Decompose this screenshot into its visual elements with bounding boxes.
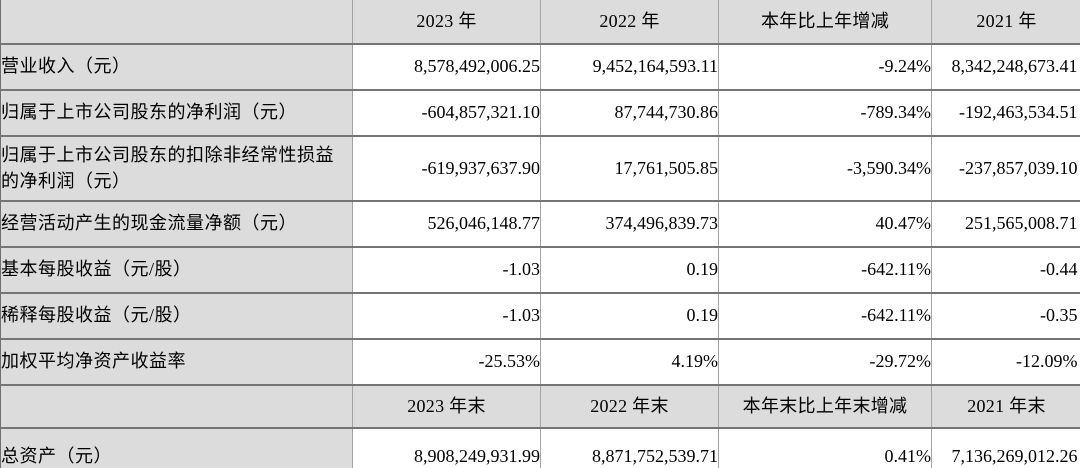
value-2022: 0.19	[540, 246, 719, 293]
table-row-net-profit-excl-nonrecurring: 归属于上市公司股东的扣除非经常性损益的净利润（元） -619,937,637.9…	[0, 135, 1080, 201]
value-2021: 251,565,008.71	[931, 200, 1080, 247]
value-2022: 0.19	[540, 292, 719, 339]
value-2022: 8,871,752,539.71	[540, 427, 719, 468]
table-row-diluted-eps: 稀释每股收益（元/股） -1.03 0.19 -642.11% -0.35	[0, 292, 1080, 339]
value-2021: 7,136,269,012.26	[931, 427, 1080, 468]
subheader-empty-cell	[0, 384, 353, 428]
column-header-2022: 2022 年	[540, 0, 719, 44]
value-2021: -237,857,039.10	[931, 135, 1080, 201]
value-change: 0.41%	[718, 427, 932, 468]
row-label: 稀释每股收益（元/股）	[0, 292, 353, 339]
value-2023: 8,578,492,006.25	[352, 43, 541, 90]
value-change: -789.34%	[718, 89, 932, 136]
value-2022: 17,761,505.85	[540, 135, 719, 201]
value-change: -642.11%	[718, 246, 932, 293]
value-2021: -192,463,534.51	[931, 89, 1080, 136]
table-row-weighted-avg-roe: 加权平均净资产收益率 -25.53% 4.19% -29.72% -12.09%	[0, 338, 1080, 385]
value-2023: -604,857,321.10	[352, 89, 541, 136]
table-header-row: 2023 年 2022 年 本年比上年增减 2021 年	[0, 0, 1080, 44]
value-2022: 4.19%	[540, 338, 719, 385]
value-change: -29.72%	[718, 338, 932, 385]
column-header-2022-end: 2022 年末	[540, 384, 719, 428]
row-label: 经营活动产生的现金流量净额（元）	[0, 200, 353, 247]
row-label: 归属于上市公司股东的扣除非经常性损益的净利润（元）	[0, 135, 353, 201]
value-change: -642.11%	[718, 292, 932, 339]
value-2021: -12.09%	[931, 338, 1080, 385]
column-header-change-end: 本年末比上年末增减	[718, 384, 932, 428]
table-row-basic-eps: 基本每股收益（元/股） -1.03 0.19 -642.11% -0.44	[0, 246, 1080, 293]
value-2021: -0.35	[931, 292, 1080, 339]
column-header-2023-end: 2023 年末	[352, 384, 541, 428]
value-2022: 374,496,839.73	[540, 200, 719, 247]
table-row-total-assets: 总资产（元） 8,908,249,931.99 8,871,752,539.71…	[0, 427, 1080, 468]
value-2021: 8,342,248,673.41	[931, 43, 1080, 90]
table-row-net-profit: 归属于上市公司股东的净利润（元） -604,857,321.10 87,744,…	[0, 89, 1080, 136]
value-2023: 526,046,148.77	[352, 200, 541, 247]
value-2023: -1.03	[352, 246, 541, 293]
value-2023: -619,937,637.90	[352, 135, 541, 201]
row-label: 基本每股收益（元/股）	[0, 246, 353, 293]
value-change: -9.24%	[718, 43, 932, 90]
column-header-2021-end: 2021 年末	[931, 384, 1080, 428]
row-label: 归属于上市公司股东的净利润（元）	[0, 89, 353, 136]
row-label: 总资产（元）	[0, 427, 353, 468]
value-2023: -25.53%	[352, 338, 541, 385]
value-2022: 9,452,164,593.11	[540, 43, 719, 90]
value-change: 40.47%	[718, 200, 932, 247]
table-row-operating-cash-flow: 经营活动产生的现金流量净额（元） 526,046,148.77 374,496,…	[0, 200, 1080, 247]
table-row-revenue: 营业收入（元） 8,578,492,006.25 9,452,164,593.1…	[0, 43, 1080, 90]
value-2023: -1.03	[352, 292, 541, 339]
column-header-2023: 2023 年	[352, 0, 541, 44]
table-subheader-row: 2023 年末 2022 年末 本年末比上年末增减 2021 年末	[0, 384, 1080, 428]
column-header-change: 本年比上年增减	[718, 0, 932, 44]
value-2022: 87,744,730.86	[540, 89, 719, 136]
value-2023: 8,908,249,931.99	[352, 427, 541, 468]
column-header-2021: 2021 年	[931, 0, 1080, 44]
value-change: -3,590.34%	[718, 135, 932, 201]
row-label: 营业收入（元）	[0, 43, 353, 90]
value-2021: -0.44	[931, 246, 1080, 293]
row-label: 加权平均净资产收益率	[0, 338, 353, 385]
header-empty-cell	[0, 0, 353, 44]
